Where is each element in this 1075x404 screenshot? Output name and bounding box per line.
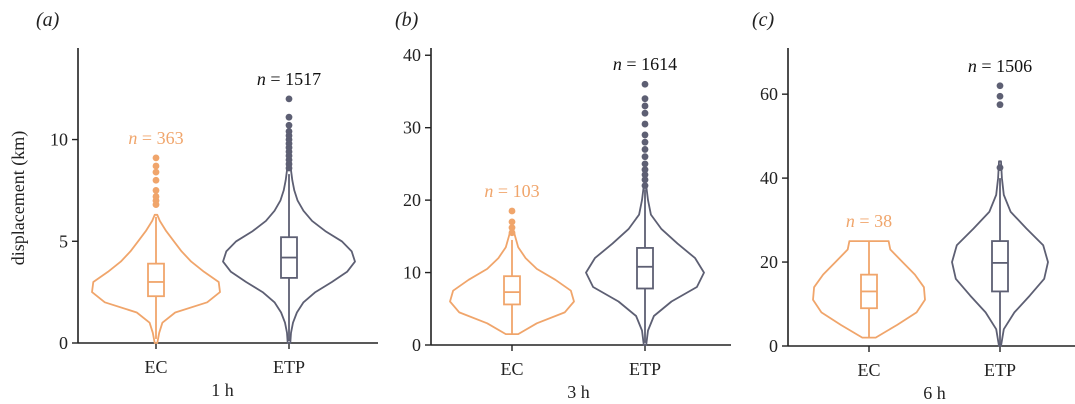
outlier-point — [508, 218, 516, 226]
y-tick-label: 10 — [403, 263, 421, 283]
violin-outline — [91, 213, 221, 344]
outlier-point — [641, 120, 649, 128]
panel-2: 0 10 20 30 40 (b) EC ETP 3 h n = 103 n = 1614 — [395, 9, 731, 402]
y-tick-label: 20 — [760, 252, 778, 272]
outlier-point — [641, 146, 649, 153]
series-ec: n = 363 — [91, 128, 221, 344]
violin-outline — [951, 160, 1049, 347]
series-ec: n = 38 — [812, 211, 926, 339]
outlier-point — [641, 109, 649, 117]
outlier-point — [996, 92, 1004, 100]
n-label: n = 103 — [484, 181, 539, 201]
series-etp: n = 1517 — [222, 69, 356, 344]
y-tick-label: 0 — [412, 335, 421, 355]
panels: 0 5 10 (a) EC ETP 1 h n = 363 n = 1517 0 10 20 30 40 (… — [36, 9, 1075, 403]
outlier-point — [152, 168, 160, 176]
outlier-point — [996, 164, 1004, 172]
outlier-point — [508, 207, 516, 215]
y-tick-label: 10 — [50, 130, 68, 150]
y-tick-label: 0 — [59, 333, 68, 353]
outlier-point — [152, 193, 160, 200]
outlier-point — [285, 113, 293, 121]
figure-ylabel: displacement (km) — [8, 131, 29, 265]
outlier-point — [641, 153, 649, 161]
outlier-point — [508, 229, 516, 237]
outlier-point — [996, 82, 1004, 90]
outlier-point — [152, 176, 160, 184]
n-label: n = 38 — [846, 211, 892, 231]
y-tick-label: 30 — [403, 118, 421, 138]
series-etp: n = 1506 — [951, 56, 1049, 347]
outlier-point — [641, 138, 649, 146]
outlier-point — [641, 176, 649, 184]
x-axis-label: 1 h — [211, 380, 234, 400]
x-tick-label: EC — [144, 357, 167, 377]
x-axis-label: 6 h — [923, 383, 946, 403]
series-ec: n = 103 — [449, 181, 575, 336]
outlier-point — [152, 154, 160, 162]
n-label: n = 363 — [128, 128, 183, 148]
panel-3: 0 20 40 60 (c) EC ETP 6 h n = 38 n = 1506 — [752, 9, 1075, 403]
x-tick-label: EC — [500, 359, 523, 379]
panel-1: 0 5 10 (a) EC ETP 1 h n = 363 n = 1517 — [36, 9, 378, 400]
y-tick-label: 5 — [59, 231, 68, 251]
iqr-box — [147, 262, 165, 298]
outlier-point — [641, 95, 649, 103]
y-tick-label: 60 — [760, 84, 778, 104]
iqr-box — [636, 247, 654, 290]
x-axis-label: 3 h — [567, 382, 590, 402]
outlier-point — [641, 131, 649, 139]
outlier-point — [641, 102, 649, 110]
outlier-point — [285, 128, 293, 135]
x-tick-label: EC — [857, 360, 880, 380]
panel-label: (b) — [395, 9, 419, 31]
outlier-point — [641, 182, 649, 190]
outlier-point — [285, 95, 293, 103]
y-tick-label: 40 — [760, 168, 778, 188]
x-tick-label: ETP — [273, 357, 305, 377]
n-label: n = 1614 — [613, 54, 677, 74]
outlier-point — [996, 101, 1004, 109]
outlier-point — [641, 80, 649, 88]
outlier-point — [285, 121, 293, 129]
x-tick-label: ETP — [629, 359, 661, 379]
panel-label: (a) — [36, 9, 60, 31]
iqr-box — [503, 275, 521, 306]
outlier-point — [508, 224, 516, 232]
iqr-box — [991, 240, 1009, 293]
outlier-point — [152, 162, 160, 170]
outlier-point — [641, 160, 649, 168]
outlier-point — [641, 171, 649, 179]
outlier-point — [641, 166, 649, 174]
n-label: n = 1506 — [968, 56, 1032, 76]
panel-label: (c) — [752, 9, 775, 31]
x-tick-label: ETP — [984, 360, 1016, 380]
n-label: n = 1517 — [257, 69, 321, 89]
y-tick-label: 40 — [403, 45, 421, 65]
series-etp: n = 1614 — [585, 54, 705, 346]
y-tick-label: 0 — [769, 336, 778, 356]
y-tick-label: 20 — [403, 190, 421, 210]
outlier-point — [152, 187, 160, 194]
